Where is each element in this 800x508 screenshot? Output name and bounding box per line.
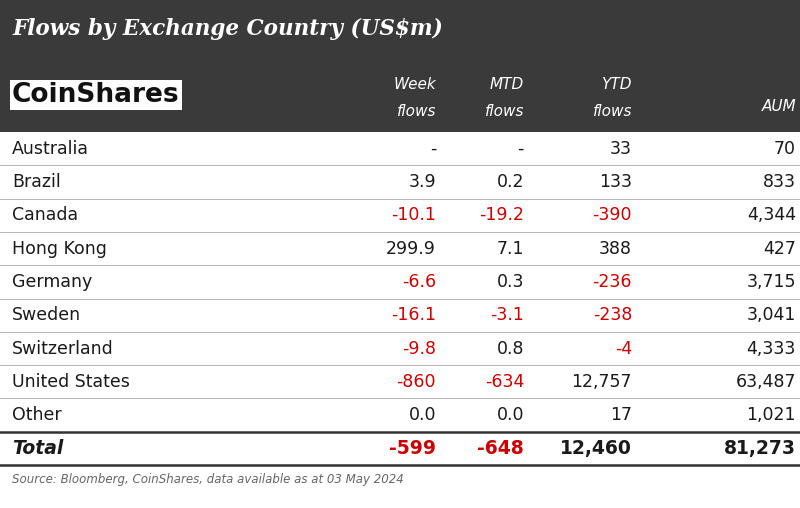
Text: -9.8: -9.8 [402,339,436,358]
Text: 4,344: 4,344 [747,206,796,225]
Text: 3,041: 3,041 [746,306,796,324]
Text: Other: Other [12,406,62,424]
Text: 70: 70 [774,140,796,157]
Text: -16.1: -16.1 [391,306,436,324]
Text: United States: United States [12,373,130,391]
Text: 0.3: 0.3 [497,273,524,291]
Text: 388: 388 [599,240,632,258]
Text: -860: -860 [397,373,436,391]
Text: -4: -4 [614,339,632,358]
Text: 1,021: 1,021 [746,406,796,424]
Text: Source: Bloomberg, CoinShares, data available as at 03 May 2024: Source: Bloomberg, CoinShares, data avai… [12,473,404,487]
FancyBboxPatch shape [0,432,800,465]
Text: 427: 427 [763,240,796,258]
Text: 0.8: 0.8 [497,339,524,358]
FancyBboxPatch shape [0,365,800,398]
Text: Germany: Germany [12,273,92,291]
Text: 3.9: 3.9 [408,173,436,191]
Text: -634: -634 [485,373,524,391]
Text: 33: 33 [610,140,632,157]
Text: 0.0: 0.0 [409,406,436,424]
Text: -236: -236 [593,273,632,291]
Text: 299.9: 299.9 [386,240,436,258]
Text: -19.2: -19.2 [479,206,524,225]
Text: 12,757: 12,757 [571,373,632,391]
Text: -599: -599 [389,439,436,458]
FancyBboxPatch shape [0,398,800,432]
FancyBboxPatch shape [0,0,800,58]
Text: Week: Week [394,77,436,92]
Text: Sweden: Sweden [12,306,81,324]
Text: YTD: YTD [602,77,632,92]
Text: 0.2: 0.2 [497,173,524,191]
FancyBboxPatch shape [0,332,800,365]
Text: 81,273: 81,273 [724,439,796,458]
FancyBboxPatch shape [0,265,800,299]
FancyBboxPatch shape [0,132,800,166]
Text: -648: -648 [478,439,524,458]
Text: flows: flows [485,104,524,119]
Text: 7.1: 7.1 [497,240,524,258]
FancyBboxPatch shape [0,299,800,332]
Text: MTD: MTD [490,77,524,92]
Text: Flows by Exchange Country (US$m): Flows by Exchange Country (US$m) [12,18,442,40]
Text: -3.1: -3.1 [490,306,524,324]
FancyBboxPatch shape [0,199,800,232]
Text: -: - [430,140,436,157]
FancyBboxPatch shape [0,166,800,199]
Text: AUM: AUM [762,99,796,114]
Text: Canada: Canada [12,206,78,225]
Text: flows: flows [593,104,632,119]
Text: 833: 833 [763,173,796,191]
Text: Brazil: Brazil [12,173,61,191]
Text: Total: Total [12,439,63,458]
FancyBboxPatch shape [0,58,800,132]
Text: -: - [518,140,524,157]
Text: -390: -390 [593,206,632,225]
Text: -10.1: -10.1 [391,206,436,225]
Text: flows: flows [397,104,436,119]
Text: 4,333: 4,333 [746,339,796,358]
Text: 0.0: 0.0 [497,406,524,424]
Text: Hong Kong: Hong Kong [12,240,107,258]
Text: CoinShares: CoinShares [12,82,180,108]
FancyBboxPatch shape [0,232,800,265]
Text: 17: 17 [610,406,632,424]
Text: -238: -238 [593,306,632,324]
Text: -6.6: -6.6 [402,273,436,291]
Text: Switzerland: Switzerland [12,339,114,358]
Text: 133: 133 [599,173,632,191]
Text: 63,487: 63,487 [735,373,796,391]
Text: 3,715: 3,715 [746,273,796,291]
Text: Australia: Australia [12,140,89,157]
Text: 12,460: 12,460 [560,439,632,458]
